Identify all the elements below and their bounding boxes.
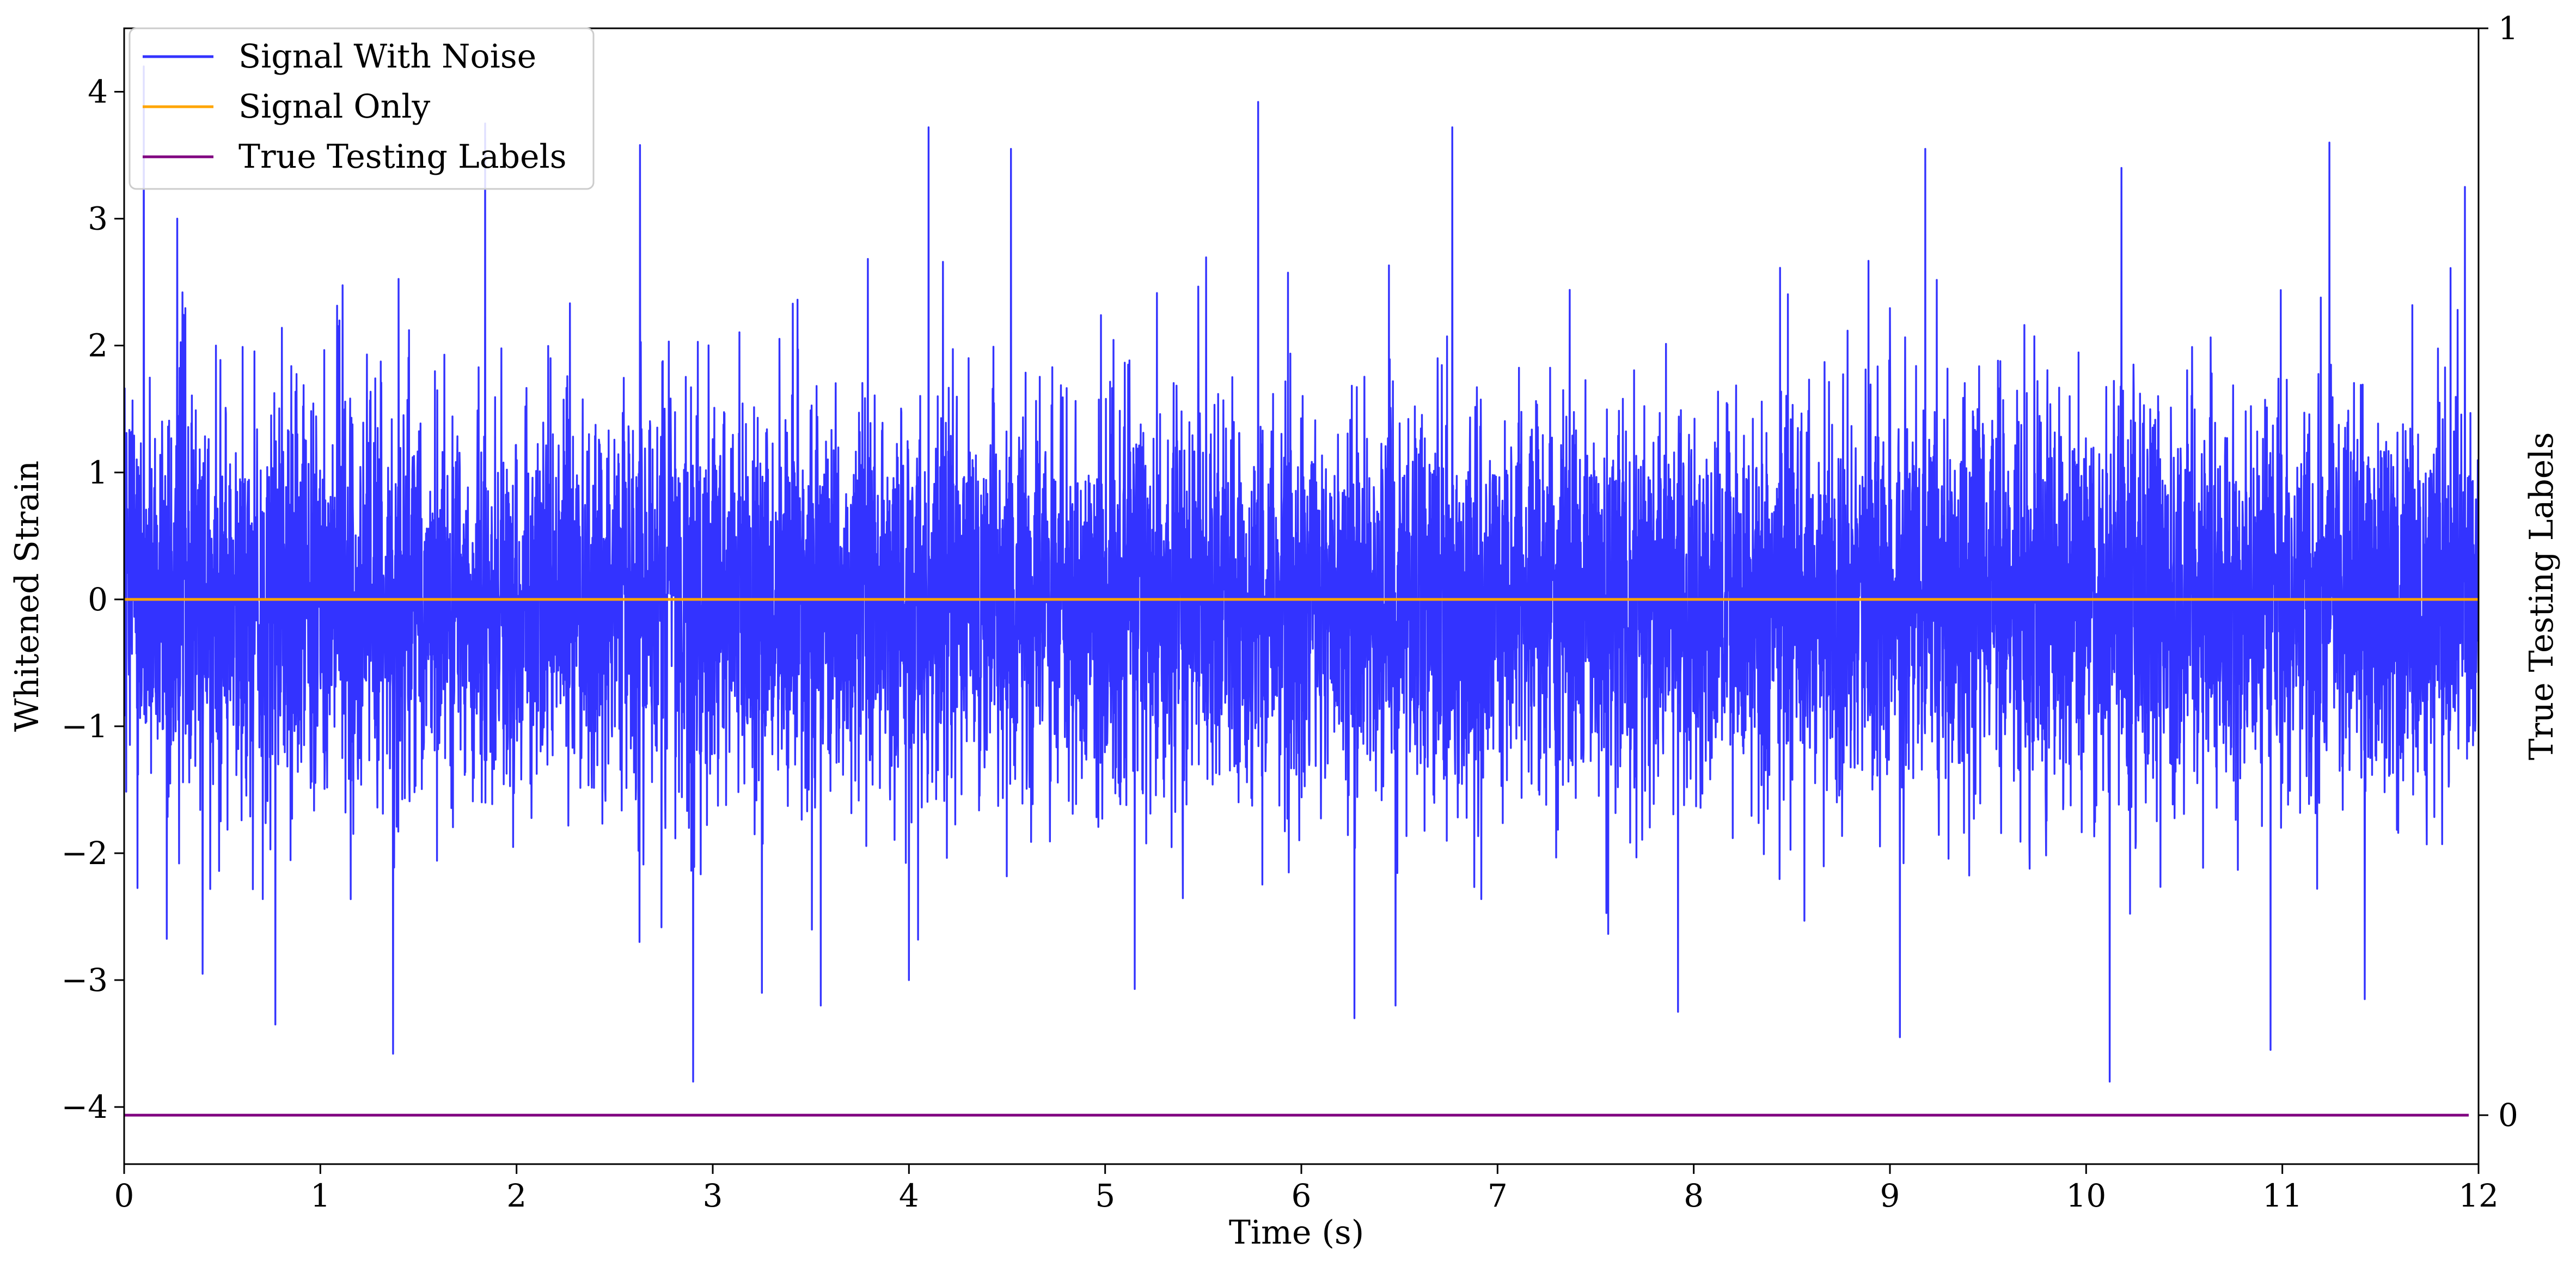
y-tick-label: 3 bbox=[88, 200, 108, 237]
legend-label-true-testing-labels: True Testing Labels bbox=[238, 138, 567, 176]
y-tick-label: −4 bbox=[62, 1088, 108, 1125]
y-tick-label: 0 bbox=[88, 581, 108, 618]
y2-tick-label: 0 bbox=[2498, 1097, 2518, 1134]
y2-axis-label: True Testing Labels bbox=[2523, 432, 2561, 761]
x-tick-label: 1 bbox=[310, 1177, 331, 1214]
y-tick-label: −3 bbox=[62, 962, 108, 999]
x-axis-label: Time (s) bbox=[1229, 1214, 1364, 1252]
legend-label-signal-only: Signal Only bbox=[238, 88, 430, 126]
y-tick-label: 4 bbox=[88, 74, 108, 111]
x-tick-label: 8 bbox=[1684, 1177, 1704, 1214]
legend: Signal With Noise Signal Only True Testi… bbox=[129, 27, 595, 190]
y-tick-label: −1 bbox=[62, 708, 108, 745]
x-tick-label: 7 bbox=[1488, 1177, 1508, 1214]
x-tick-label: 9 bbox=[1880, 1177, 1900, 1214]
x-tick-label: 0 bbox=[114, 1177, 134, 1214]
x-tick-label: 10 bbox=[2066, 1177, 2106, 1214]
y-axis-label: Whitened Strain bbox=[8, 461, 46, 732]
legend-frame bbox=[129, 27, 595, 190]
x-tick-label: 4 bbox=[899, 1177, 919, 1214]
y-tick-label: 1 bbox=[88, 454, 108, 491]
plot-area bbox=[124, 65, 2479, 1117]
x-tick-label: 12 bbox=[2458, 1177, 2499, 1214]
y2-tick-label: 1 bbox=[2498, 10, 2518, 47]
x-tick-label: 6 bbox=[1292, 1177, 1312, 1214]
y-tick-label: 2 bbox=[88, 327, 108, 364]
x-tick-label: 3 bbox=[703, 1177, 723, 1214]
y-tick-label: −2 bbox=[62, 835, 108, 872]
x-tick-label: 5 bbox=[1095, 1177, 1115, 1214]
legend-label-signal-with-noise: Signal With Noise bbox=[238, 38, 536, 76]
series-line-signal-with-noise bbox=[124, 65, 2479, 1083]
x-tick-label: 11 bbox=[2262, 1177, 2303, 1214]
x-tick-label: 2 bbox=[506, 1177, 527, 1214]
